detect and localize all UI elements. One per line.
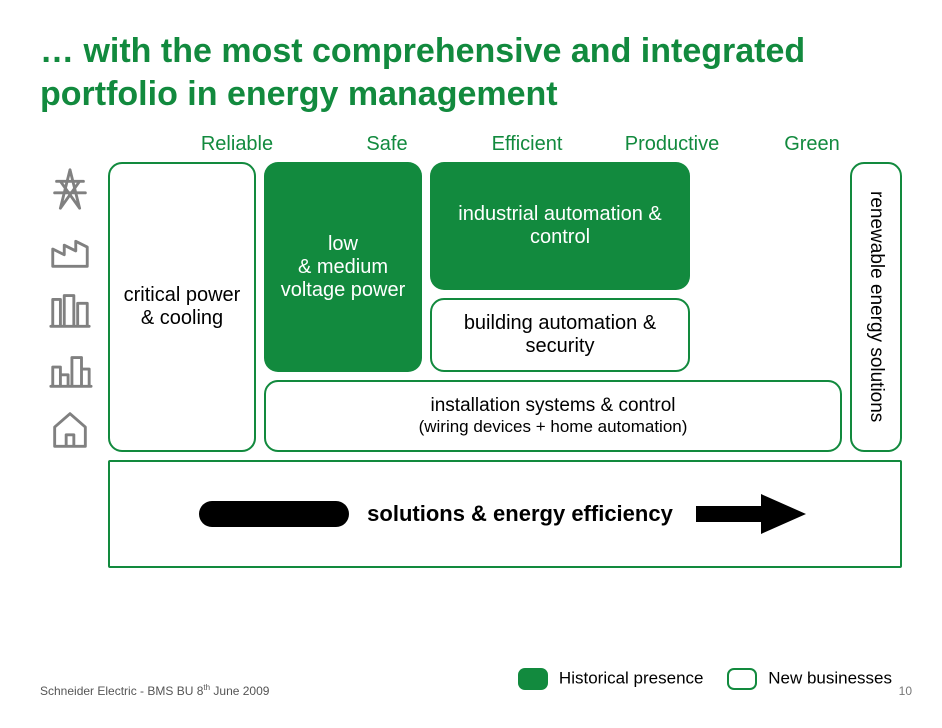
box-low-medium-voltage: low & medium voltage power	[264, 162, 422, 372]
solutions-label: solutions & energy efficiency	[367, 501, 673, 527]
install-line1: installation systems & control	[431, 395, 676, 417]
footer-prefix: Schneider Electric - BMS BU 8	[40, 684, 203, 698]
footer-text: Schneider Electric - BMS BU 8th June 200…	[40, 683, 269, 698]
box-solutions-efficiency: solutions & energy efficiency	[108, 460, 902, 568]
footer-tail: June 2009	[210, 684, 269, 698]
legend-new-label: New businesses	[768, 668, 892, 687]
col-green: Green	[752, 133, 872, 156]
city-icon	[47, 346, 93, 392]
slide-title: … with the most comprehensive and integr…	[40, 30, 902, 115]
progress-pill-icon	[199, 501, 349, 527]
box-critical-power: critical power & cooling	[108, 162, 256, 452]
page-number: 10	[899, 684, 912, 698]
legend: Historical presence New businesses	[518, 668, 892, 690]
legend-new: New businesses	[727, 668, 892, 690]
power-tower-icon	[47, 166, 93, 212]
legend-historical-label: Historical presence	[559, 668, 704, 687]
col-efficient: Efficient	[462, 133, 592, 156]
sector-icons	[40, 162, 100, 568]
house-icon	[47, 406, 93, 452]
col-productive: Productive	[592, 133, 752, 156]
factory-icon	[47, 226, 93, 272]
legend-outline-swatch-icon	[727, 668, 757, 690]
box-renewable-energy: renewable energy solutions	[850, 162, 902, 452]
lmv-line1: low	[328, 233, 358, 256]
legend-historical: Historical presence	[518, 668, 703, 690]
arrow-right-icon	[691, 489, 811, 539]
install-line2: (wiring devices + home automation)	[419, 417, 688, 437]
box-building-automation: building automation & security	[430, 298, 690, 372]
box-installation-systems: installation systems & control (wiring d…	[264, 380, 842, 452]
col-reliable: Reliable	[162, 133, 312, 156]
legend-filled-swatch-icon	[518, 668, 548, 690]
lmv-line2: & medium voltage power	[272, 256, 414, 302]
box-industrial-automation: industrial automation & control	[430, 162, 690, 290]
column-headers: Reliable Safe Efficient Productive Green	[162, 133, 902, 156]
datacenter-icon	[47, 286, 93, 332]
col-safe: Safe	[312, 133, 462, 156]
